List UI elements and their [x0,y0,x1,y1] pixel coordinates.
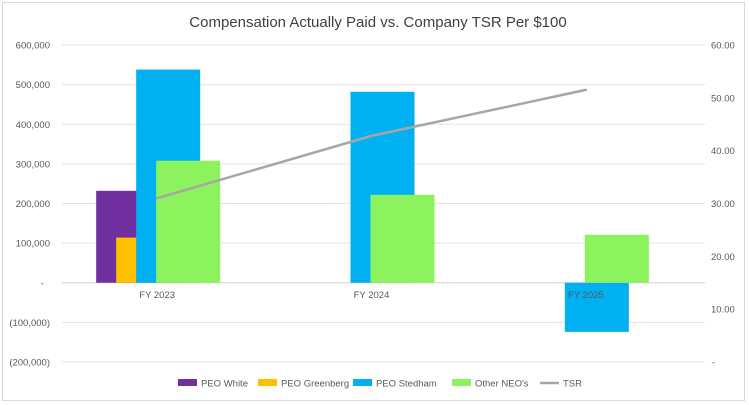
right-tick-label: 60.00 [711,41,735,52]
right-tick-label: 20.00 [711,252,735,263]
legend-label: PEO Greenberg [281,379,349,390]
legend-label: TSR [563,379,582,390]
legend-swatch [178,379,197,386]
left-tick-label: 500,000 [16,80,50,91]
legend-swatch [452,379,471,386]
left-tick-label: 200,000 [16,199,50,210]
left-tick-label: 100,000 [16,239,50,250]
chart-border [2,2,745,401]
right-tick-label: 10.00 [711,305,735,316]
bar-other-neo-s [370,194,435,283]
right-tick-label: - [712,358,715,369]
left-tick-label: 400,000 [16,120,50,131]
left-tick-label: 600,000 [16,41,50,52]
right-tick-label: 30.00 [711,199,735,210]
category-label: FY 2023 [139,290,175,301]
left-tick-label: 300,000 [16,159,50,170]
right-tick-label: 50.00 [711,93,735,104]
legend-swatch [258,379,277,386]
legend-label: PEO Stedham [376,379,437,390]
left-tick-label: (200,000) [9,358,50,369]
category-label: FY 2025 [568,290,604,301]
bar-other-neo-s [584,234,649,283]
chart-title: Compensation Actually Paid vs. Company T… [189,14,566,31]
bar-peo-stedham [564,282,629,332]
right-tick-label: 40.00 [711,146,735,157]
legend-swatch [353,379,372,386]
bar-other-neo-s [156,160,221,283]
category-label: FY 2024 [354,290,390,301]
legend-label: PEO White [201,379,248,390]
left-tick-label: - [41,278,44,289]
legend-label: Other NEO's [475,379,529,390]
left-tick-label: (100,000) [9,318,50,329]
